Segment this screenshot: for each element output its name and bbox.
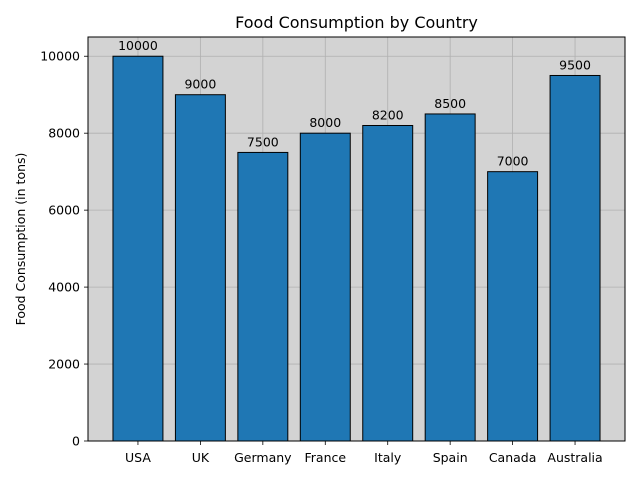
bar-france <box>299 132 351 442</box>
chart-title: Food Consumption by Country <box>235 13 478 32</box>
bar-usa <box>112 55 164 442</box>
data-label: 10000 <box>118 38 158 53</box>
y-axis-ticks: 0 2000 4000 6000 8000 10000 <box>40 49 88 449</box>
bars <box>112 55 601 442</box>
x-tick-label: France <box>304 450 346 465</box>
y-tick-label: 10000 <box>40 49 80 64</box>
x-tick-label: Italy <box>374 450 402 465</box>
x-tick-label: UK <box>192 450 210 465</box>
bar-germany <box>237 151 289 442</box>
x-tick-label: Germany <box>234 450 292 465</box>
bar-italy <box>362 124 414 442</box>
x-tick-label: USA <box>125 450 151 465</box>
bar-canada <box>487 171 539 442</box>
y-tick-label: 6000 <box>48 203 80 218</box>
x-tick-label: Australia <box>547 450 602 465</box>
data-label: 9500 <box>559 57 591 72</box>
y-tick-label: 0 <box>72 434 80 449</box>
plot-area <box>88 37 625 441</box>
y-axis-label: Food Consumption (in tons) <box>13 153 28 326</box>
y-tick-label: 8000 <box>48 126 80 141</box>
data-label: 8500 <box>434 96 466 111</box>
y-tick-label: 2000 <box>48 357 80 372</box>
bar-uk <box>174 94 226 442</box>
x-tick-label: Canada <box>489 450 537 465</box>
bar-spain <box>424 113 476 442</box>
plot-frame <box>87 36 626 442</box>
x-tick-label: Spain <box>433 450 468 465</box>
data-label: 7000 <box>497 154 529 169</box>
data-label: 9000 <box>184 77 216 92</box>
data-label: 8200 <box>372 107 404 122</box>
data-labels: 10000 9000 7500 8000 8200 8500 7000 9500 <box>118 38 591 168</box>
bar-australia <box>549 74 601 442</box>
y-tick-label: 4000 <box>48 280 80 295</box>
data-label: 8000 <box>309 115 341 130</box>
x-axis-ticks: USA UK Germany France Italy Spain Canada Austra… <box>125 441 603 465</box>
data-label: 7500 <box>247 134 279 149</box>
